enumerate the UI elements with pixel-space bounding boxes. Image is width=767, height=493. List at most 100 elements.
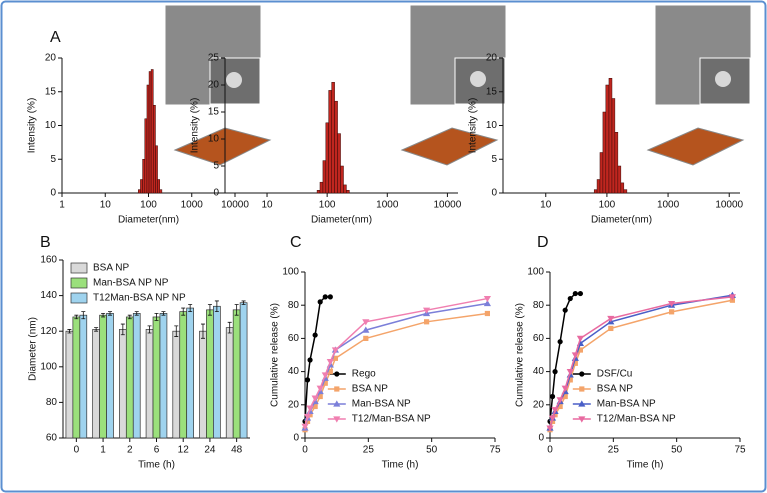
data-point — [332, 355, 338, 361]
tem-image — [164, 4, 752, 106]
x-tick-label: 1 — [100, 445, 106, 456]
y-tick-label: 25 — [208, 53, 220, 64]
x-tick-label: 100 — [140, 200, 157, 211]
y-axis-label: Intensity (%) — [190, 98, 201, 154]
y-tick-label: 60 — [533, 333, 545, 344]
error-bar — [127, 314, 132, 320]
legend-swatch — [70, 262, 88, 274]
x-axis-label: Diameter(nm) — [591, 215, 652, 226]
y-tick-label: 10 — [45, 120, 57, 131]
data-point — [562, 307, 568, 313]
x-tick-label: 1 — [59, 200, 65, 211]
y-axis-label: Cumulative release (%) — [515, 303, 526, 407]
bar — [140, 179, 143, 194]
y-tick-label: 160 — [40, 255, 57, 266]
data-point — [572, 360, 578, 366]
error-bar — [181, 307, 186, 316]
data-point — [301, 423, 309, 430]
x-axis-label: Diameter(nm) — [118, 215, 179, 226]
y-axis-label: Cumulative release (%) — [270, 303, 281, 407]
error-bar — [234, 304, 239, 316]
error-bar — [81, 311, 86, 320]
x-tick-label: 1000 — [657, 200, 680, 211]
y-tick-label: 0 — [213, 188, 219, 199]
data-point — [561, 385, 569, 392]
legend-marker — [334, 371, 340, 377]
x-axis-label: Time (h) — [138, 460, 175, 471]
legend-swatch — [70, 277, 88, 289]
data-point — [548, 415, 557, 422]
legend-marker — [579, 386, 585, 392]
legend-label: BSA NP — [93, 263, 129, 274]
x-tick-label: 0 — [74, 445, 80, 456]
panel-label: C — [290, 234, 302, 251]
y-tick-label: 15 — [208, 107, 220, 118]
x-tick-label: 50 — [671, 445, 683, 456]
bar — [605, 84, 610, 194]
bar — [331, 82, 335, 194]
legend-marker — [578, 400, 586, 407]
y-tick-label: 10 — [208, 134, 220, 145]
legend-label: T12/Man-BSA NP — [597, 414, 676, 425]
y-tick-label: 40 — [288, 366, 300, 377]
bar — [340, 165, 344, 194]
legend-label: T12Man-BSA NP NP — [93, 293, 186, 304]
bar — [152, 316, 161, 439]
y-tick-label: 100 — [40, 361, 57, 372]
data-point — [423, 307, 431, 314]
legend-marker — [333, 416, 341, 423]
bar — [153, 105, 156, 194]
x-tick-label: 10 — [261, 200, 273, 211]
y-tick-label: 15 — [486, 86, 498, 97]
data-point — [557, 339, 563, 345]
legend-label: Man-BSA NP — [352, 399, 411, 410]
bar — [125, 316, 134, 439]
bar — [608, 78, 613, 194]
data-point — [362, 319, 370, 326]
bar — [172, 330, 181, 439]
bar — [150, 69, 154, 194]
error-bar — [214, 300, 219, 313]
data-point — [567, 377, 573, 383]
data-point — [484, 310, 490, 317]
y-tick-label: 80 — [288, 300, 300, 311]
y-tick-label: 5 — [491, 154, 497, 165]
data-point — [557, 403, 563, 410]
bar — [614, 132, 619, 194]
data-point — [576, 335, 584, 342]
x-axis-label: Time (h) — [382, 460, 419, 471]
error-bar — [67, 329, 72, 334]
bar — [225, 327, 234, 439]
data-point — [304, 418, 311, 424]
x-tick-label: 12 — [178, 445, 190, 456]
y-axis-label: Diameter (nm) — [28, 317, 39, 381]
x-tick-label: 10000 — [434, 200, 462, 211]
data-point — [321, 372, 329, 379]
error-bar — [200, 323, 205, 339]
legend-label: BSA NP — [352, 384, 388, 395]
data-point — [424, 319, 430, 325]
bar — [213, 305, 221, 439]
legend-label: Rego — [352, 369, 376, 380]
data-point — [608, 325, 614, 332]
x-tick-label: 75 — [734, 445, 746, 456]
legend-label: BSA NP — [597, 384, 633, 395]
error-bar — [207, 304, 212, 316]
data-point — [483, 299, 491, 307]
bar — [142, 159, 146, 194]
legend-label: Man-BSA NP NP — [93, 278, 169, 289]
data-point — [556, 397, 564, 404]
x-tick-label: 25 — [608, 445, 620, 456]
error-bar — [174, 325, 179, 337]
bar — [148, 71, 152, 194]
legend-swatch — [70, 292, 88, 304]
bar — [92, 329, 100, 439]
bar — [620, 182, 625, 194]
x-tick-label: 25 — [363, 445, 375, 456]
data-point — [552, 369, 558, 375]
data-point — [577, 347, 583, 353]
data-point — [566, 369, 574, 376]
data-point — [607, 315, 615, 323]
y-axis-label: Intensity (%) — [27, 98, 38, 154]
